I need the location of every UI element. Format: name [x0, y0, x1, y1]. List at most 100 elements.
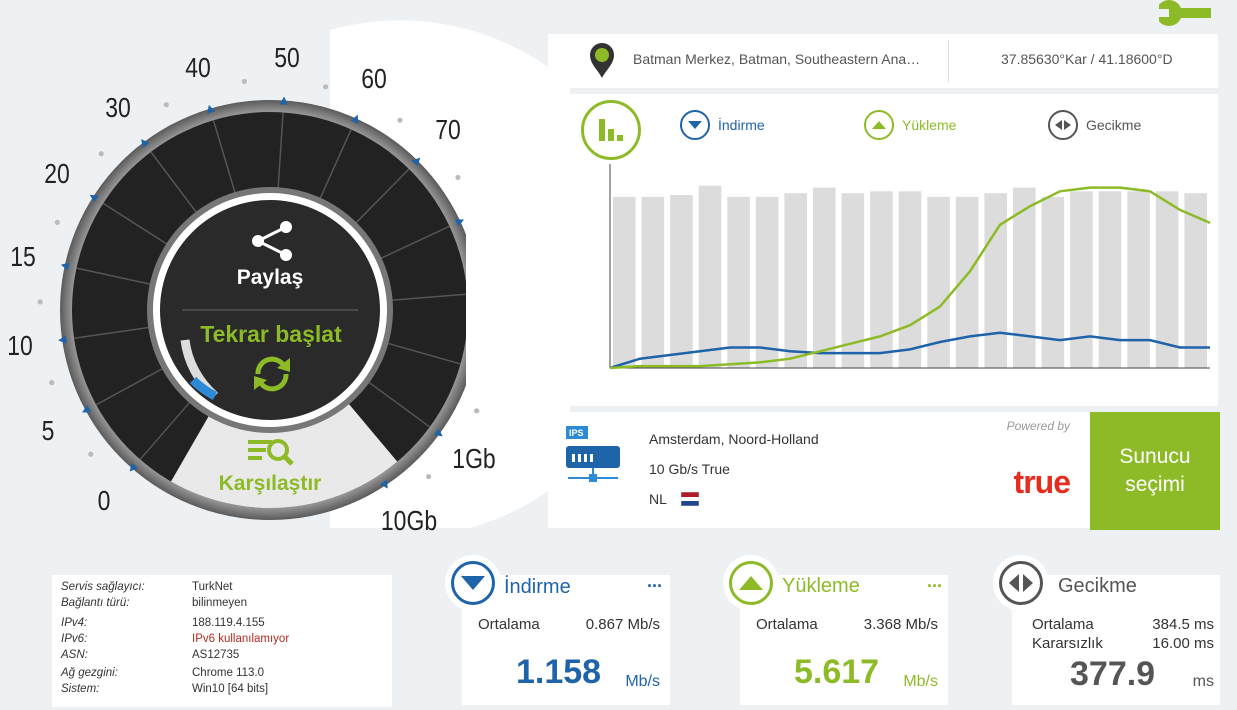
upload-title: Yükleme — [782, 575, 860, 597]
legend-download[interactable]: İndirme — [680, 110, 765, 140]
server-country: NL — [649, 491, 667, 507]
legend-upload[interactable]: Yükleme — [864, 110, 956, 140]
gauge-tick — [207, 104, 216, 114]
info-key: Sistem: — [61, 683, 100, 695]
legend-latency-label: Gecikme — [1086, 117, 1142, 133]
upload-more-button[interactable]: ... — [926, 571, 942, 591]
gauge-tick — [141, 139, 150, 148]
gauge-dot — [49, 379, 55, 386]
server-city: Amsterdam, Noord-Holland — [649, 431, 819, 447]
latency-card: Gecikme Ortalama 384.5 ms Kararsızlık 16… — [1012, 575, 1220, 705]
download-card: İndirme ... Ortalama 0.867 Mb/s 1.158 Mb… — [462, 571, 670, 705]
upload-speed-value: 5.617 — [794, 653, 880, 691]
gauge-tick — [82, 404, 92, 413]
gauge-dot — [88, 451, 94, 457]
upload-icon — [729, 561, 773, 605]
gauge-dot — [323, 84, 329, 90]
location-coords: 37.85630°Kar / 41.18600°D — [1001, 51, 1173, 67]
chart-bar — [955, 196, 979, 368]
server-icon: IPS — [566, 426, 620, 482]
info-value: bilinmeyen — [192, 597, 247, 609]
share-label[interactable]: Paylaş — [236, 266, 304, 289]
chart-bar — [670, 195, 693, 368]
location-bar: Batman Merkez, Batman, Southeastern Ana…… — [548, 34, 1218, 88]
gauge-tick — [350, 114, 359, 124]
chart-bar — [841, 193, 865, 368]
upload-series-line — [609, 186, 1211, 370]
upload-avg-label: Ortalama — [756, 616, 818, 633]
gauge-spoke — [378, 225, 450, 260]
gauge-scale-label: 0 — [97, 484, 111, 516]
gauge-tick — [454, 219, 464, 227]
nl-flag-icon — [681, 492, 699, 506]
upload-circle — [723, 555, 779, 611]
powered-by-label: Powered by — [1006, 419, 1070, 433]
chart-bar — [1098, 191, 1122, 368]
upload-legend-icon — [864, 110, 894, 140]
chart-bar — [870, 191, 893, 368]
info-value: Win10 [64 bits] — [192, 683, 269, 695]
gauge-spoke — [318, 129, 352, 201]
gauge-scale-label: 70 — [434, 113, 461, 145]
provider-logo: true — [1013, 464, 1071, 500]
gauge-scale-label: 10 — [6, 330, 33, 362]
download-more-button[interactable]: ... — [646, 571, 662, 591]
download-title: İndirme — [504, 576, 571, 598]
gauge-scale-label: 5 — [41, 415, 55, 447]
jitter-label: Kararsızlık — [1032, 635, 1103, 652]
info-key: IPv6: — [61, 633, 88, 645]
info-key: Ağ gezgini: — [61, 667, 118, 679]
chart-bar — [813, 187, 836, 368]
restart-button[interactable]: Tekrar başlat — [200, 321, 342, 347]
latency-icon — [999, 561, 1043, 605]
wrench-icon[interactable] — [1159, 0, 1211, 26]
latency-avg-label: Ortalama — [1032, 616, 1094, 633]
share-button[interactable] — [246, 219, 296, 268]
download-speed-value: 1.158 — [516, 653, 602, 691]
gauge-dot — [397, 117, 403, 123]
gauge-dot — [54, 219, 60, 225]
server-panel: IPS Amsterdam, Noord-Holland 10 Gb/s Tru… — [548, 412, 1090, 528]
legend-latency[interactable]: Gecikme — [1048, 110, 1141, 140]
info-key: ASN: — [61, 649, 88, 661]
gauge-spoke — [277, 112, 284, 191]
compare-icon[interactable] — [248, 436, 294, 468]
gauge-tick — [60, 262, 70, 271]
server-select-button[interactable]: Sunucu seçimi — [1090, 412, 1220, 530]
chart-bar — [1184, 193, 1207, 368]
latency-title: Gecikme — [1058, 575, 1137, 597]
chart-bar — [755, 196, 779, 368]
share-icon — [252, 221, 292, 261]
download-unit: Mb/s — [625, 673, 660, 690]
gauge-spoke — [73, 326, 152, 339]
latency-avg-value: 384.5 ms — [1152, 616, 1214, 633]
chart-bar — [927, 196, 950, 368]
gauge-dot — [37, 299, 43, 305]
gauge-tick — [89, 194, 99, 203]
refresh-icon[interactable] — [250, 352, 294, 396]
gauge-spoke — [353, 168, 410, 226]
speed-graph-panel: İndirme Yükleme Gecikme — [466, 94, 1218, 406]
gauge-tick — [433, 428, 443, 437]
info-value: TurkNet — [192, 581, 233, 593]
gauge-dot — [455, 174, 461, 181]
gauge-scale-label: 20 — [44, 157, 70, 189]
download-circle — [445, 555, 501, 611]
ips-badge: IPS — [569, 428, 584, 438]
info-key: IPv4: — [61, 617, 88, 629]
connection-info: Servis sağlayıcı: TurkNet Bağlantı türü: bi… — [52, 575, 392, 707]
gauge-scale-label: 10Gb — [381, 505, 438, 537]
download-icon — [451, 561, 495, 605]
graph-toggle-button[interactable] — [581, 100, 641, 160]
upload-avg-value: 3.368 Mb/s — [863, 616, 938, 633]
compare-button[interactable]: Karşılaştır — [218, 472, 322, 495]
server-select-label: Sunucu seçimi — [1119, 445, 1191, 496]
chart-bar — [698, 185, 722, 368]
jitter-value: 16.00 ms — [1152, 635, 1214, 652]
chart-bar — [1041, 196, 1065, 368]
gauge-dot — [241, 78, 247, 85]
info-key: Servis sağlayıcı: — [61, 581, 145, 593]
gauge-spoke — [76, 267, 153, 286]
gauge-spoke — [212, 120, 237, 196]
map-pin-icon — [590, 43, 614, 78]
